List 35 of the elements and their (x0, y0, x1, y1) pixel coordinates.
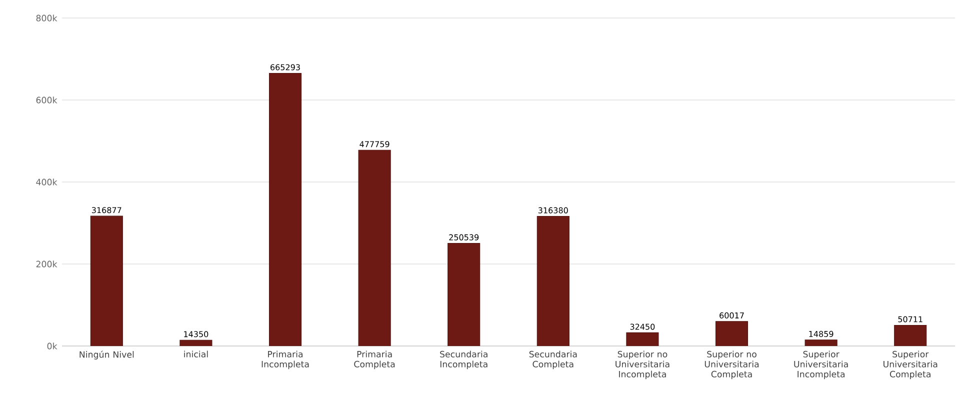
x-tick-label: Superior Universitaria Incompleta (794, 350, 848, 380)
x-tick-label: Primaria Completa (354, 350, 395, 370)
x-tick-label: Superior Universitaria Completa (884, 350, 938, 380)
bar (715, 321, 748, 346)
data-label: 316380 (538, 207, 568, 214)
bar (804, 340, 838, 346)
data-label: 32450 (630, 324, 655, 330)
y-tick-label: 400k (36, 178, 58, 186)
data-label: 14859 (809, 330, 834, 337)
bar (268, 72, 302, 346)
y-tick-label: 0k (47, 342, 58, 350)
bar (536, 216, 570, 346)
data-label: 477759 (360, 141, 390, 148)
x-tick-label: Superior no Universitaria Completa (704, 350, 759, 380)
bar (90, 216, 123, 346)
bar (448, 243, 480, 346)
x-tick-label: inicial (184, 350, 208, 358)
bar (626, 332, 659, 346)
bar (358, 150, 391, 346)
x-tick-label: Superior no Universitaria Incompleta (616, 350, 670, 380)
data-label: 14350 (184, 331, 208, 338)
y-tick-label: 800k (36, 14, 58, 22)
x-tick-label: Ningún Nivel (80, 350, 134, 360)
data-label: 50711 (898, 316, 922, 322)
y-tick-label: 200k (36, 260, 58, 268)
data-label: 665293 (270, 64, 300, 70)
y-tick-label: 600k (36, 96, 58, 104)
bar (180, 340, 212, 346)
data-label: 250539 (449, 234, 479, 240)
bar (894, 324, 927, 346)
data-label: 60017 (720, 312, 744, 318)
x-tick-label: Secundaria Completa (529, 350, 577, 370)
data-label: 316877 (92, 207, 122, 214)
x-tick-label: Primaria Incompleta (262, 350, 309, 370)
x-tick-label: Secundaria Incompleta (440, 350, 488, 370)
